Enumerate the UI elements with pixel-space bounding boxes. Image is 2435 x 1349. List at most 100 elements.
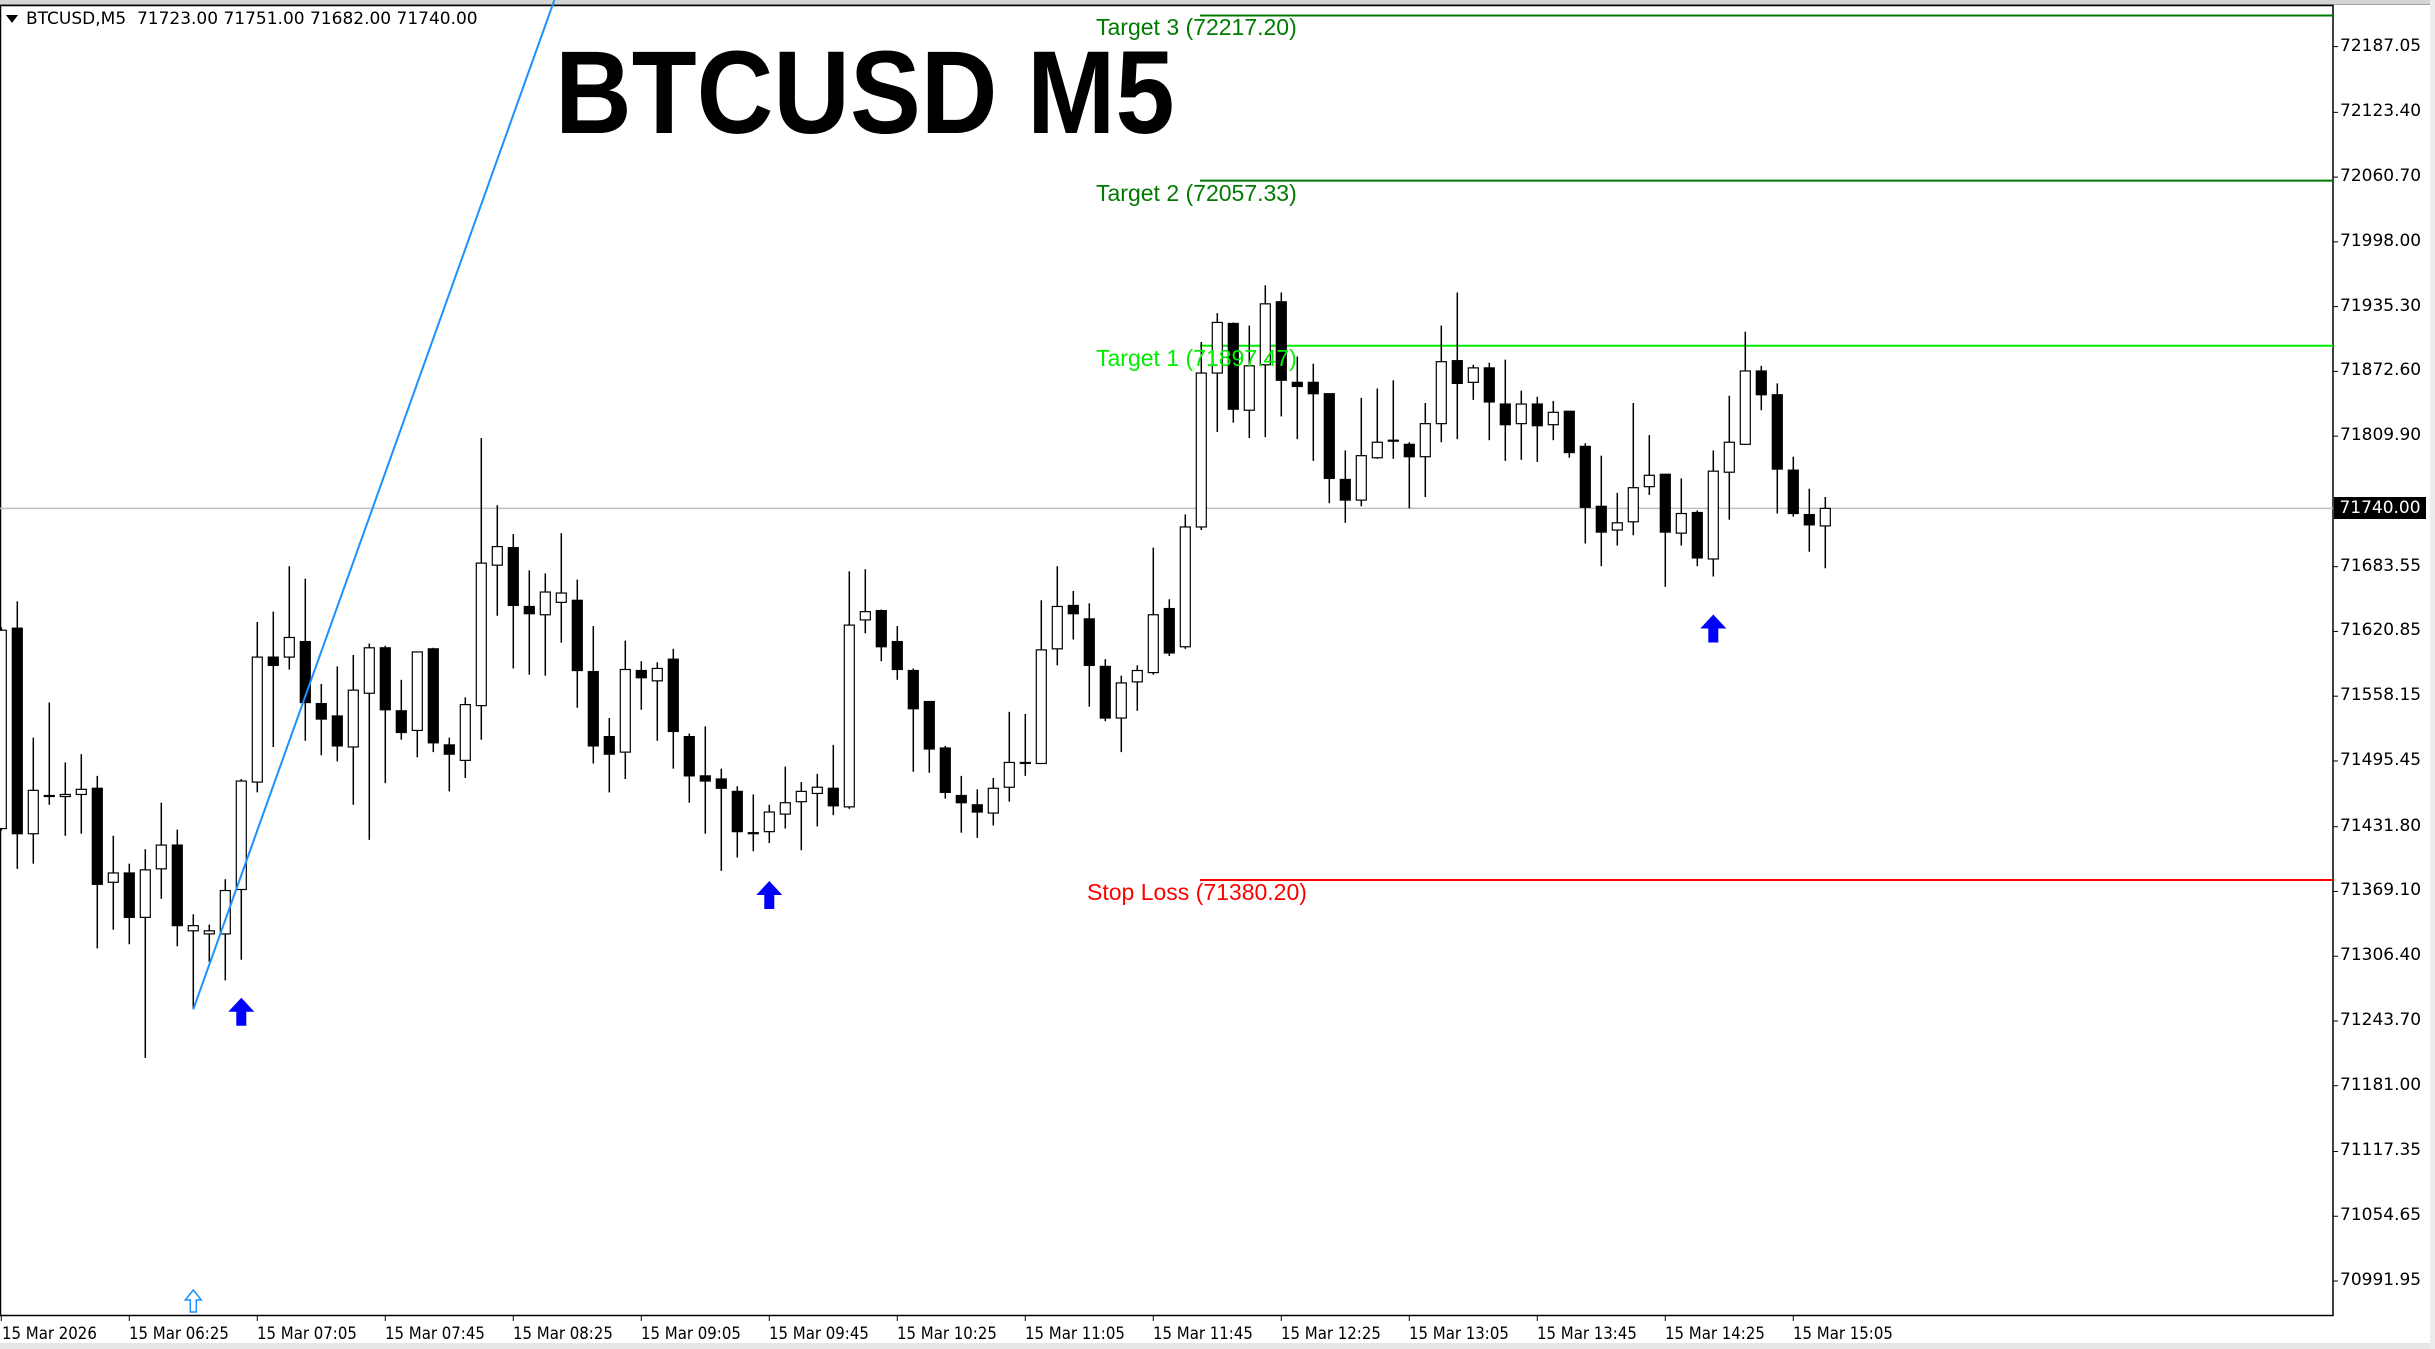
time-tick-label: 15 Mar 07:45	[385, 1324, 486, 1344]
time-tick-label: 15 Mar 09:05	[641, 1324, 742, 1344]
candle-bull	[235, 780, 247, 891]
candle-bull	[555, 592, 567, 603]
candle-bear	[731, 790, 743, 833]
candle-bull	[795, 790, 807, 803]
price-tick-label: 71683.55	[2340, 555, 2422, 576]
candle-bull	[651, 667, 663, 682]
right-strip	[2430, 0, 2435, 1349]
candle-bear	[1339, 478, 1351, 501]
candle-bear	[587, 670, 599, 747]
candle-bear	[1531, 403, 1543, 427]
candle-bull	[459, 704, 471, 761]
price-tick-label: 71117.35	[2340, 1140, 2422, 1161]
level-label-target1: Target 1 (71897.47)	[1096, 344, 1297, 371]
candle-bear	[923, 700, 935, 750]
candle-bear	[1803, 513, 1815, 526]
candle-bear	[1275, 301, 1287, 381]
price-tick-label: 71495.45	[2340, 749, 2422, 770]
candle-bull	[347, 689, 359, 748]
candle-bull	[203, 930, 215, 935]
candle-bull	[1387, 439, 1399, 442]
candle-bear	[1499, 403, 1511, 426]
candle-bear	[1403, 443, 1415, 458]
time-tick-label: 15 Mar 14:25	[1665, 1324, 1766, 1344]
price-tick-label: 71998.00	[2340, 230, 2422, 251]
price-tick-label: 71181.00	[2340, 1074, 2422, 1095]
candle-bull	[1723, 441, 1735, 473]
candle-bull	[1051, 605, 1063, 650]
current-price-label: 71740.00	[2334, 497, 2426, 520]
candle-bull	[107, 872, 119, 883]
price-tick-label: 71054.65	[2340, 1205, 2422, 1226]
candle-bear	[699, 775, 711, 782]
candle-bear	[1691, 511, 1703, 559]
candle-bull	[363, 647, 375, 694]
candle-bull	[1115, 682, 1127, 719]
candle-bull	[779, 802, 791, 815]
candle-bull	[27, 789, 39, 835]
price-tick-label: 72123.40	[2340, 101, 2422, 122]
candle-bear	[123, 872, 135, 918]
candle-bull	[1355, 455, 1367, 501]
candle-bull	[139, 869, 151, 918]
candle-bull	[763, 811, 775, 833]
candle-bull	[187, 925, 199, 932]
ohlc-values: 71723.00 71751.00 71682.00 71740.00	[136, 9, 478, 29]
candle-bull	[75, 788, 87, 796]
candle-bear	[315, 702, 327, 720]
candle-bear	[267, 656, 279, 666]
candle-bear	[523, 605, 535, 615]
buy-arrow-icon	[228, 997, 255, 1026]
candle-bull	[155, 844, 167, 870]
chart-header: BTCUSD,M5 71723.00 71751.00 71682.00 717…	[6, 9, 478, 29]
hollow-arrow-icon	[183, 1288, 203, 1313]
time-tick-label: 15 Mar 13:05	[1409, 1324, 1510, 1344]
candle-bear	[827, 787, 839, 807]
time-tick-label: 15 Mar 09:45	[769, 1324, 870, 1344]
candle-bull	[1675, 512, 1687, 534]
candle-bear	[571, 599, 583, 672]
candle-bear	[635, 669, 647, 679]
candle-bull	[1515, 403, 1527, 425]
collapse-triangle-icon[interactable]	[6, 15, 18, 23]
candle-bear	[971, 804, 983, 813]
price-tick-label: 71558.15	[2340, 685, 2422, 706]
price-tick-label: 71431.80	[2340, 815, 2422, 836]
candle-bull	[411, 651, 423, 732]
candle-bull	[1419, 423, 1431, 458]
price-tick-label: 72060.70	[2340, 166, 2422, 187]
candle-bear	[395, 710, 407, 734]
candle-bear	[1771, 394, 1783, 470]
candle-bull	[1371, 441, 1383, 459]
candle-bull	[1259, 303, 1271, 366]
candle-bull	[843, 624, 855, 808]
candle-bull	[1211, 321, 1223, 374]
time-tick-label: 15 Mar 06:25	[129, 1324, 230, 1344]
candle-bull	[251, 656, 263, 783]
candle-bear	[379, 647, 391, 711]
candle-bull	[1435, 361, 1447, 425]
candle-bull	[1467, 367, 1479, 383]
candle-bear	[907, 669, 919, 710]
candle-bull	[747, 832, 759, 835]
candle-bear	[11, 627, 23, 835]
candle-bull	[59, 793, 71, 798]
candle-bull	[1019, 761, 1031, 765]
price-tick-label: 71620.85	[2340, 620, 2422, 641]
candle-bull	[219, 889, 231, 935]
time-tick-label: 15 Mar 12:25	[1281, 1324, 1382, 1344]
candle-bear	[1755, 370, 1767, 396]
price-tick-label: 71809.90	[2340, 425, 2422, 446]
candle-bear	[1227, 322, 1239, 410]
candle-bear	[1451, 360, 1463, 384]
time-tick-label: 15 Mar 10:25	[897, 1324, 998, 1344]
candle-bull	[1547, 411, 1559, 426]
candle-bull	[859, 611, 871, 621]
candle-bull	[1611, 522, 1623, 531]
candle-bear	[1787, 469, 1799, 515]
candle-bear	[715, 778, 727, 789]
level-label-stop_loss: Stop Loss (71380.20)	[1087, 878, 1307, 905]
candle-bull	[539, 591, 551, 616]
time-tick-label: 15 Mar 11:45	[1153, 1324, 1254, 1344]
